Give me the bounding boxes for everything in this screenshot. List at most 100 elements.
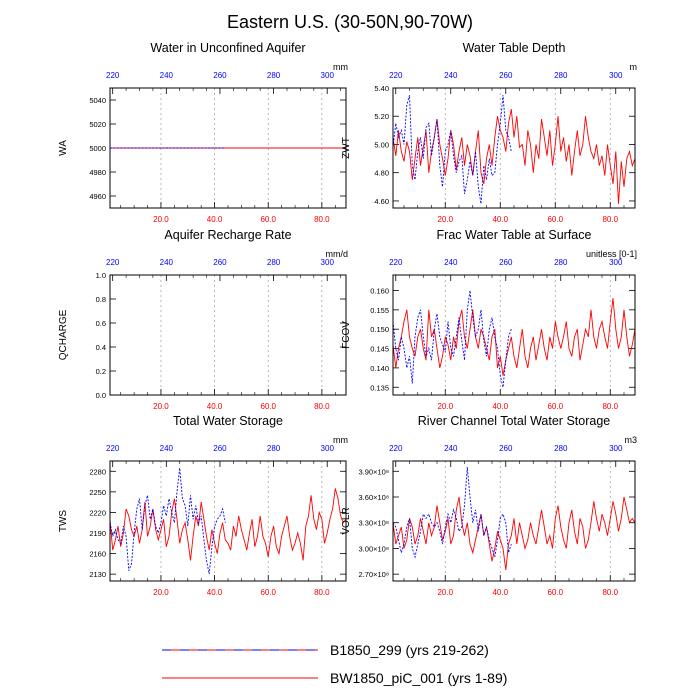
- series-line-b1850: [392, 94, 512, 204]
- x-tick-label: 40.0: [207, 402, 223, 411]
- legend-label-b: BW1850_piC_001 (yrs 1-89): [330, 670, 507, 686]
- y-tick-label: 2190: [89, 529, 106, 538]
- top-tick-label: 220: [389, 71, 403, 80]
- series-line-bw1850: [392, 298, 636, 376]
- y-tick-label: 3.00×10⁸: [359, 544, 389, 553]
- units-label: unitless [0-1]: [586, 249, 637, 259]
- top-tick-label: 260: [499, 71, 513, 80]
- y-tick-label: 0.150: [370, 325, 389, 334]
- top-tick-label: 240: [160, 444, 174, 453]
- y-tick-label: 2220: [89, 508, 106, 517]
- units-label: mm: [333, 62, 348, 72]
- top-tick-label: 280: [554, 258, 568, 267]
- legend: B1850_299 (yrs 219-262) BW1850_piC_001 (…: [162, 642, 507, 686]
- y-axis-label: QCHARGE: [58, 309, 69, 360]
- top-tick-label: 300: [609, 444, 623, 453]
- units-label: mm/d: [326, 249, 349, 259]
- top-tick-label: 300: [609, 71, 623, 80]
- x-tick-label: 60.0: [547, 402, 563, 411]
- top-tick-label: 260: [499, 258, 513, 267]
- panel-title: River Channel Total Water Storage: [418, 414, 611, 428]
- y-tick-label: 4980: [89, 168, 106, 177]
- y-tick-label: 4.60: [374, 197, 389, 206]
- series-line-bw1850: [392, 496, 636, 570]
- y-tick-label: 2.70×10⁸: [359, 570, 389, 579]
- y-axis-label: TWS: [58, 510, 69, 533]
- panel-title: Frac Water Table at Surface: [437, 228, 592, 242]
- y-tick-label: 4960: [89, 192, 106, 201]
- y-tick-label: 0.140: [370, 364, 389, 373]
- y-tick-label: 0.160: [370, 286, 389, 295]
- panel-6: River Channel Total Water Storage m3 VOLR 2…: [341, 414, 637, 597]
- y-axis-label: ZWT: [341, 137, 352, 159]
- top-tick-label: 260: [213, 444, 227, 453]
- x-tick-label: 20.0: [437, 402, 453, 411]
- y-axis-label: WA: [58, 140, 69, 156]
- panel-2: Water Table Depth m ZWT 20.0 40.0 60.0 80.0 220…: [341, 41, 637, 224]
- x-tick-label: 60.0: [260, 588, 276, 597]
- top-tick-label: 220: [106, 444, 120, 453]
- top-tick-label: 240: [444, 71, 458, 80]
- y-tick-label: 3.30×10⁸: [359, 519, 389, 528]
- top-tick-label: 220: [389, 444, 403, 453]
- top-tick-label: 280: [267, 258, 281, 267]
- x-tick-label: 20.0: [437, 215, 453, 224]
- panel-5: Total Water Storage mm TWS 20.0 40.0 60.0 80.0…: [58, 414, 348, 597]
- x-tick-label: 60.0: [547, 588, 563, 597]
- x-tick-label: 60.0: [260, 402, 276, 411]
- top-tick-label: 220: [106, 71, 120, 80]
- units-label: m: [630, 62, 638, 72]
- panel-title: Water Table Depth: [463, 41, 566, 55]
- top-tick-label: 240: [160, 258, 174, 267]
- top-tick-label: 260: [213, 258, 227, 267]
- y-tick-label: 0.4: [96, 343, 106, 352]
- y-tick-label: 2250: [89, 488, 106, 497]
- panel-title: Total Water Storage: [173, 414, 283, 428]
- y-tick-label: 0.155: [370, 306, 389, 315]
- units-label: mm: [333, 435, 348, 445]
- y-tick-label: 0.145: [370, 345, 389, 354]
- y-axis-label: FCOV: [341, 321, 352, 349]
- y-tick-label: 4.80: [374, 169, 389, 178]
- series-line-bw1850: [109, 488, 347, 561]
- y-tick-label: 5040: [89, 96, 106, 105]
- panel-4: Frac Water Table at Surface unitless [0-1…: [341, 228, 637, 411]
- x-tick-label: 80.0: [602, 588, 618, 597]
- x-tick-label: 80.0: [314, 588, 330, 597]
- top-tick-label: 260: [213, 71, 227, 80]
- plot-frame: [109, 87, 347, 209]
- legend-label-a: B1850_299 (yrs 219-262): [330, 642, 489, 658]
- x-tick-label: 40.0: [492, 215, 508, 224]
- top-tick-label: 220: [106, 258, 120, 267]
- plot-frame: [109, 274, 347, 396]
- series-line-bw1850: [392, 109, 636, 204]
- x-tick-label: 20.0: [153, 588, 169, 597]
- series-line-b1850: [109, 467, 226, 575]
- y-tick-label: 0.8: [96, 295, 106, 304]
- top-tick-label: 240: [444, 444, 458, 453]
- top-tick-label: 300: [609, 258, 623, 267]
- top-tick-label: 240: [160, 71, 174, 80]
- y-tick-label: 5000: [89, 144, 106, 153]
- y-tick-label: 0.135: [370, 383, 389, 392]
- x-tick-label: 20.0: [153, 402, 169, 411]
- top-tick-label: 280: [554, 444, 568, 453]
- x-tick-label: 20.0: [437, 588, 453, 597]
- top-tick-label: 280: [267, 444, 281, 453]
- top-tick-label: 240: [444, 258, 458, 267]
- units-label: m3: [624, 435, 637, 445]
- top-tick-label: 280: [554, 71, 568, 80]
- plot-frame: [109, 460, 347, 582]
- series-line-b1850: [392, 466, 512, 559]
- x-tick-label: 80.0: [314, 402, 330, 411]
- y-axis-label: VOLR: [341, 507, 352, 534]
- plot-frame: [392, 87, 636, 209]
- plot-frame: [392, 274, 636, 396]
- y-tick-label: 1.0: [96, 271, 106, 280]
- x-tick-label: 60.0: [547, 215, 563, 224]
- top-tick-label: 300: [321, 258, 335, 267]
- x-tick-label: 40.0: [207, 588, 223, 597]
- y-tick-label: 0.2: [96, 367, 106, 376]
- series-line-b1850: [392, 290, 512, 388]
